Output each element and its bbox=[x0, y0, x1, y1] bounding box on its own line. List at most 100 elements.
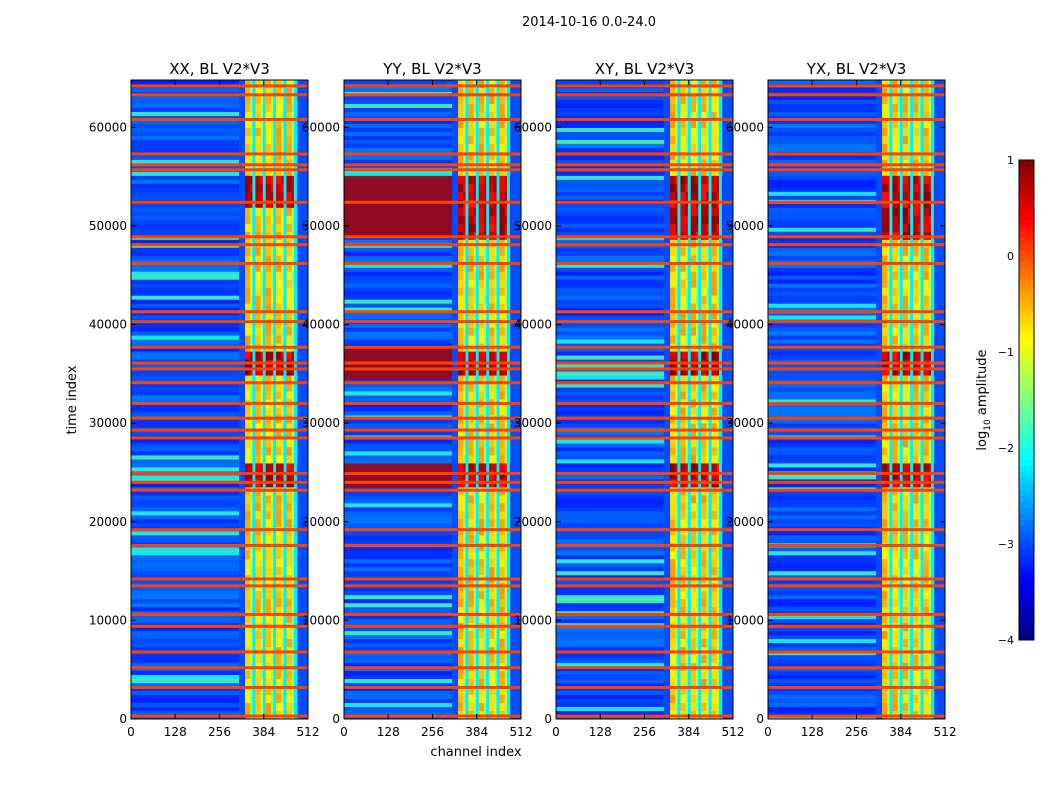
heatmap-rfi-cell bbox=[478, 111, 485, 121]
heatmap-rfi-cell bbox=[923, 407, 930, 416]
heatmap-row bbox=[344, 331, 453, 337]
heatmap-rfi-cell bbox=[255, 599, 261, 608]
heatmap-row bbox=[556, 467, 665, 472]
heatmap-rfi-cell bbox=[711, 655, 718, 664]
heatmap-rfi-cell bbox=[286, 567, 293, 576]
heatmap-row bbox=[768, 299, 877, 305]
heatmap-row bbox=[131, 287, 240, 293]
heatmap-rfi-cell bbox=[458, 519, 464, 528]
flagged-row bbox=[768, 84, 945, 88]
heatmap-rfi-cell bbox=[690, 535, 697, 544]
heatmap-rfi-cell bbox=[478, 583, 485, 592]
heatmap-rfi-cell bbox=[286, 135, 293, 145]
heatmap-rfi-cell bbox=[468, 543, 474, 552]
y-tick-label: 40000 bbox=[514, 318, 552, 332]
heatmap-rfi-cell bbox=[902, 311, 909, 321]
heatmap-rfi-cell bbox=[923, 551, 930, 560]
heatmap-row bbox=[131, 179, 240, 185]
heatmap-rfi-cell bbox=[711, 583, 718, 592]
heatmap-rfi-cell bbox=[882, 175, 888, 185]
heatmap-rfi-cell bbox=[458, 80, 464, 89]
colorbar-segment bbox=[1019, 418, 1034, 425]
heatmap-rfi-cell bbox=[489, 351, 495, 361]
heatmap-row bbox=[556, 615, 665, 620]
heatmap-rfi-cell bbox=[670, 591, 676, 600]
heatmap-row bbox=[768, 587, 877, 592]
heatmap-rfi-cell bbox=[255, 351, 261, 361]
heatmap-rfi-cell bbox=[255, 471, 261, 480]
heatmap-rfi-cell bbox=[255, 423, 261, 432]
heatmap-rfi-cell bbox=[701, 471, 707, 480]
heatmap-row bbox=[131, 127, 240, 133]
heatmap-rfi-cell bbox=[489, 271, 495, 281]
heatmap-rfi-cell bbox=[255, 191, 261, 201]
heatmap-rfi-cell bbox=[276, 391, 282, 400]
heatmap-rfi-cell bbox=[711, 111, 718, 121]
heatmap-rfi-cell bbox=[499, 471, 506, 480]
heatmap-rfi-cell bbox=[711, 535, 718, 544]
flagged-row bbox=[768, 401, 945, 405]
heatmap-rfi-cell bbox=[701, 535, 707, 544]
heatmap-rfi-cell bbox=[902, 151, 909, 161]
heatmap-rfi-cell bbox=[265, 551, 272, 560]
heatmap-rfi-cell bbox=[286, 80, 293, 89]
heatmap-rfi-cell bbox=[892, 175, 898, 185]
heatmap-row bbox=[344, 179, 453, 185]
heatmap-rfi-cell bbox=[265, 383, 272, 393]
heatmap-rfi-cell bbox=[499, 511, 506, 520]
heatmap-rfi-cell bbox=[711, 255, 718, 265]
heatmap-rfi-cell bbox=[902, 207, 909, 217]
heatmap-rfi-cell bbox=[468, 80, 474, 89]
heatmap-rfi-cell bbox=[923, 511, 930, 520]
heatmap-rfi-cell bbox=[680, 511, 686, 520]
heatmap-rfi-cell bbox=[478, 127, 485, 137]
heatmap-rfi-cell bbox=[670, 263, 676, 273]
heatmap-rfi-cell bbox=[923, 103, 930, 113]
heatmap-row bbox=[131, 559, 240, 564]
colorbar-segment bbox=[1019, 238, 1034, 245]
colorbar-label: log10 amplitude bbox=[975, 349, 993, 450]
heatmap-row bbox=[131, 691, 240, 696]
heatmap-band-gap bbox=[930, 80, 934, 719]
heatmap-rfi-cell bbox=[882, 599, 888, 608]
heatmap-rfi-cell bbox=[882, 191, 888, 201]
heatmap-row bbox=[556, 603, 665, 608]
heatmap-rfi-cell bbox=[478, 471, 485, 480]
heatmap-rfi-cell bbox=[670, 463, 676, 472]
heatmap-rfi-cell bbox=[478, 655, 485, 664]
heatmap-row bbox=[131, 591, 240, 596]
heatmap-row bbox=[344, 475, 453, 480]
heatmap-row bbox=[556, 339, 665, 345]
heatmap-rfi-cell bbox=[923, 367, 930, 377]
heatmap-row bbox=[344, 227, 453, 233]
heatmap-row bbox=[344, 575, 453, 580]
heatmap-rfi-cell bbox=[670, 87, 676, 97]
heatmap-band-gap bbox=[708, 80, 712, 719]
flagged-row bbox=[768, 243, 945, 247]
heatmap-rfi-cell bbox=[276, 551, 282, 560]
heatmap-row bbox=[131, 123, 240, 129]
heatmap-rfi-cell bbox=[680, 127, 686, 137]
heatmap-rfi-cell bbox=[458, 87, 464, 97]
heatmap-rfi-cell bbox=[478, 287, 485, 297]
heatmap-rfi-cell bbox=[245, 471, 251, 480]
heatmap-rfi-cell bbox=[458, 271, 464, 281]
heatmap-rfi-cell bbox=[255, 615, 261, 624]
y-tick-label: 0 bbox=[544, 712, 552, 726]
heatmap-row bbox=[556, 187, 665, 193]
heatmap-rfi-cell bbox=[276, 511, 282, 520]
heatmap-rfi-cell bbox=[670, 103, 676, 113]
heatmap-row bbox=[768, 275, 877, 281]
heatmap-row bbox=[344, 395, 453, 400]
heatmap-rfi-cell bbox=[478, 599, 485, 608]
heatmap-rfi-cell bbox=[286, 583, 293, 592]
heatmap-band-gap bbox=[486, 80, 490, 719]
heatmap-rfi-cell bbox=[265, 183, 272, 193]
flagged-row bbox=[768, 200, 945, 204]
heatmap-rfi-cell bbox=[670, 215, 676, 225]
heatmap-rfi-cell bbox=[923, 391, 930, 400]
heatmap-rfi-cell bbox=[882, 583, 888, 592]
heatmap-rfi-cell bbox=[913, 639, 919, 648]
heatmap-rfi-cell bbox=[711, 567, 718, 576]
heatmap-rfi-cell bbox=[913, 535, 919, 544]
